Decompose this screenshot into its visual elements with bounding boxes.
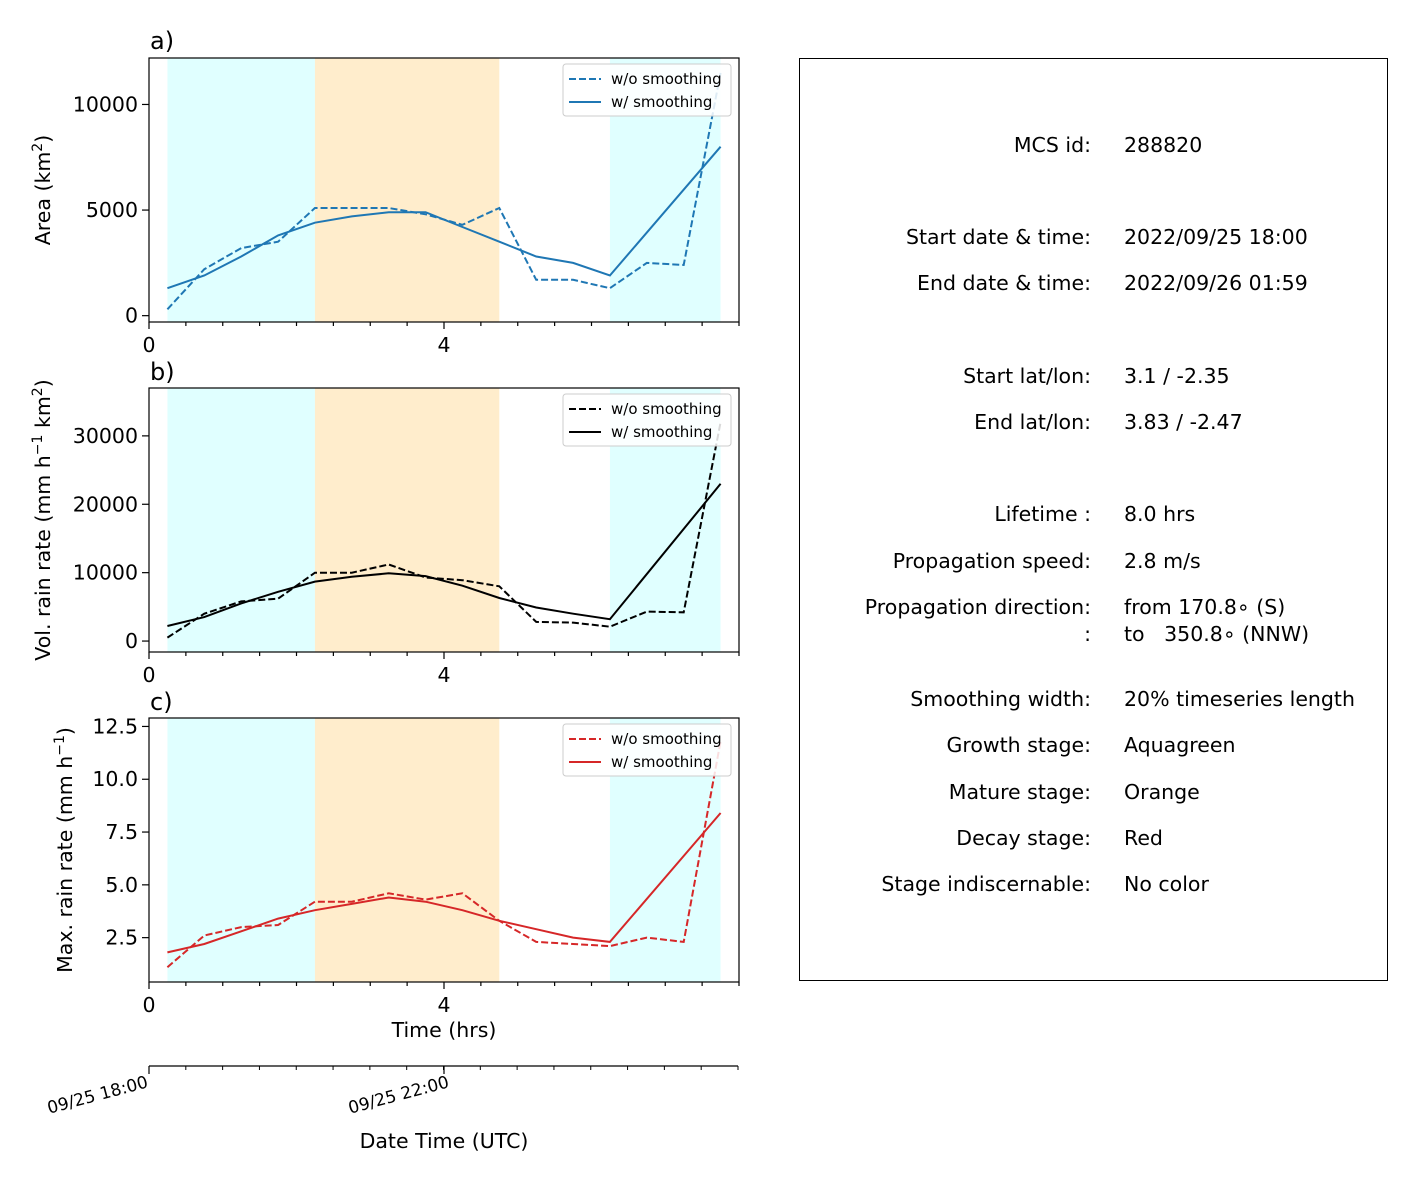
info-label-propagation-direction: Propagation direction: [864,595,1091,619]
series-line-with-smoothing [167,146,722,290]
y-tick-label: 5.0 [105,873,138,897]
panel-vol-rain-rate: 0 10000 20000 30000 0 4 w/o smoothing w/ smooth… [73,387,740,687]
info-label-start-time: Start date & time: [905,225,1091,249]
legend-label: w/o smoothing [611,70,722,88]
info-value-propagation-to: to 350.8∘ (NNW) [1124,622,1310,646]
series-line-with-smoothing [167,483,722,627]
info-value-end-time: 2022/09/26 01:59 [1124,271,1308,295]
legend-box [562,63,732,117]
info-value-growth-stage: Aquagreen [1124,733,1236,757]
x-tick-label: 0 [142,993,155,1017]
ylabel-area: Area (km2) [30,135,55,245]
y-tick-label: 10000 [73,92,138,116]
legend: w/o smoothing w/ smoothing [562,393,732,447]
stage-shade [314,58,500,322]
info-label-start-latlon: Start lat/lon: [963,364,1091,388]
info-label-end-latlon: End lat/lon: [974,410,1091,434]
stage-shade [167,58,315,322]
ylabel-vol-rain-rate: Vol. rain rate (mm h−1 km2) [30,379,55,660]
x-tick-label: 4 [437,663,450,687]
y-tick-label: 0 [125,629,138,653]
info-value-start-time: 2022/09/25 18:00 [1124,225,1308,249]
mcs-info-box: MCS id: 288820 Start date & time: 2022/0… [799,58,1388,981]
legend-box [562,723,732,777]
legend-box [562,393,732,447]
info-label-stage-indiscernable: Stage indiscernable: [881,872,1091,896]
info-label-lifetime: Lifetime : [994,502,1091,526]
info-label-decay-stage: Decay stage: [956,826,1091,850]
datetime-tick-label: 09/25 22:00 [346,1073,451,1119]
x-tick-label: 0 [142,663,155,687]
x-tick-label: 4 [437,333,450,357]
info-label-smoothing-width: Smoothing width: [910,687,1091,711]
info-value-mcs-id: 288820 [1124,133,1203,157]
legend: w/o smoothing w/ smoothing [562,723,732,777]
info-label-growth-stage: Growth stage: [946,733,1091,757]
info-value-propagation-from: from 170.8∘ (S) [1124,595,1286,619]
panel-label-b: b) [150,358,175,386]
legend-label: w/o smoothing [611,400,722,418]
y-tick-label: 30000 [73,424,138,448]
y-tick-label: 10000 [73,561,138,585]
info-label-propagation-speed: Propagation speed: [892,549,1091,573]
legend-label: w/ smoothing [611,753,712,771]
x-tick-label: 0 [142,333,155,357]
info-value-stage-indiscernable: No color [1124,872,1209,896]
y-tick-label: 12.5 [92,714,138,738]
y-tick-label: 20000 [73,492,138,516]
xlabel-datetime: Date Time (UTC) [360,1129,529,1153]
series-line-without-smoothing [166,422,722,639]
info-value-decay-stage: Red [1124,826,1163,850]
datetime-tick-label: 09/25 18:00 [45,1073,150,1119]
series-line-without-smoothing [166,741,722,968]
panel-label-c: c) [150,688,173,716]
info-value-end-latlon: 3.83 / -2.47 [1124,410,1243,434]
panel-area: 0 5000 10000 0 4 w/o smoothing w/ smoothing [73,57,740,357]
info-label-propagation-to: : [1084,622,1091,646]
y-tick-label: 2.5 [105,926,138,950]
stage-shade [167,388,315,652]
info-label-mcs-id: MCS id: [1013,133,1091,157]
xlabel-time: Time (hrs) [391,1018,497,1042]
info-value-propagation-speed: 2.8 m/s [1124,549,1201,573]
y-tick-label: 10.0 [92,767,138,791]
y-tick-label: 0 [125,304,138,328]
panel-label-a: a) [150,27,174,55]
legend-label: w/o smoothing [611,730,722,748]
info-label-mature-stage: Mature stage: [948,780,1091,804]
legend-label: w/ smoothing [611,93,712,111]
x-tick-label: 4 [437,993,450,1017]
y-tick-label: 5000 [86,198,138,222]
info-value-smoothing-width: 20% timeseries length [1124,687,1355,711]
datetime-axis: 09/25 18:00 09/25 22:00 [45,1065,739,1119]
stage-shade [314,718,500,982]
info-value-lifetime: 8.0 hrs [1124,502,1196,526]
series-line-with-smoothing [167,812,722,954]
info-value-start-latlon: 3.1 / -2.35 [1124,364,1230,388]
panel-max-rain-rate: 2.5 5.0 7.5 10.0 12.5 0 4 w/o smoothing w/ smoot… [92,714,740,1017]
info-value-mature-stage: Orange [1124,780,1200,804]
info-label-end-time: End date & time: [917,271,1091,295]
stage-shade [167,718,315,982]
y-tick-label: 7.5 [105,820,138,844]
ylabel-max-rain-rate: Max. rain rate (mm h−1) [52,727,77,973]
legend-label: w/ smoothing [611,423,712,441]
stage-shade [314,388,500,652]
legend: w/o smoothing w/ smoothing [562,63,732,117]
